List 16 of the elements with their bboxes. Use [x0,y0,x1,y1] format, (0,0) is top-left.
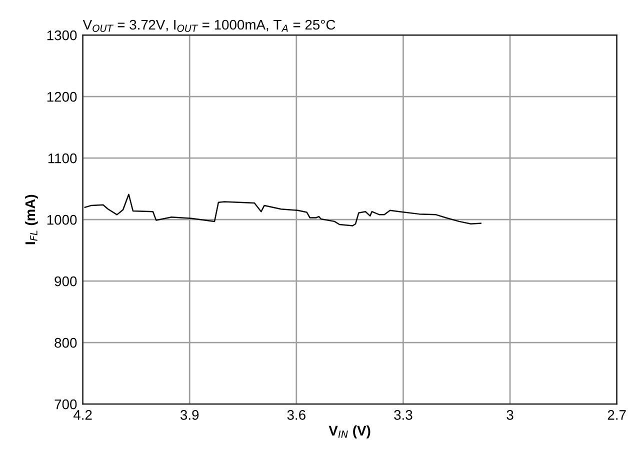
x-tick-label: 3.6 [287,410,306,420]
x-axis-title: V$_{IN}$ (V) [328,425,370,438]
y-tick-label: 800 [54,338,77,348]
y-tick-label: 1300 [47,30,77,40]
y-tick-label: 1100 [48,153,77,164]
x-tick-label: 3.3 [394,410,412,420]
chart-title: V$_{OUT}$ = 3.72V, I$_{OUT}$ = 1000mA, T$_{A}$ = 25°C [82,20,336,32]
x-tick-label: 3.9 [180,410,199,420]
x-tick-label: 4.2 [73,410,92,420]
y-tick-label: 700 [54,399,77,410]
x-tick-label: 2.7 [608,410,626,420]
y-tick-label: 900 [54,276,77,286]
y-axis-title: I$_{FL}$ (mA) [24,194,38,244]
y-tick-label: 1200 [47,92,77,102]
y-tick-label: 1000 [47,214,77,225]
x-tick-label: 3 [506,410,514,420]
